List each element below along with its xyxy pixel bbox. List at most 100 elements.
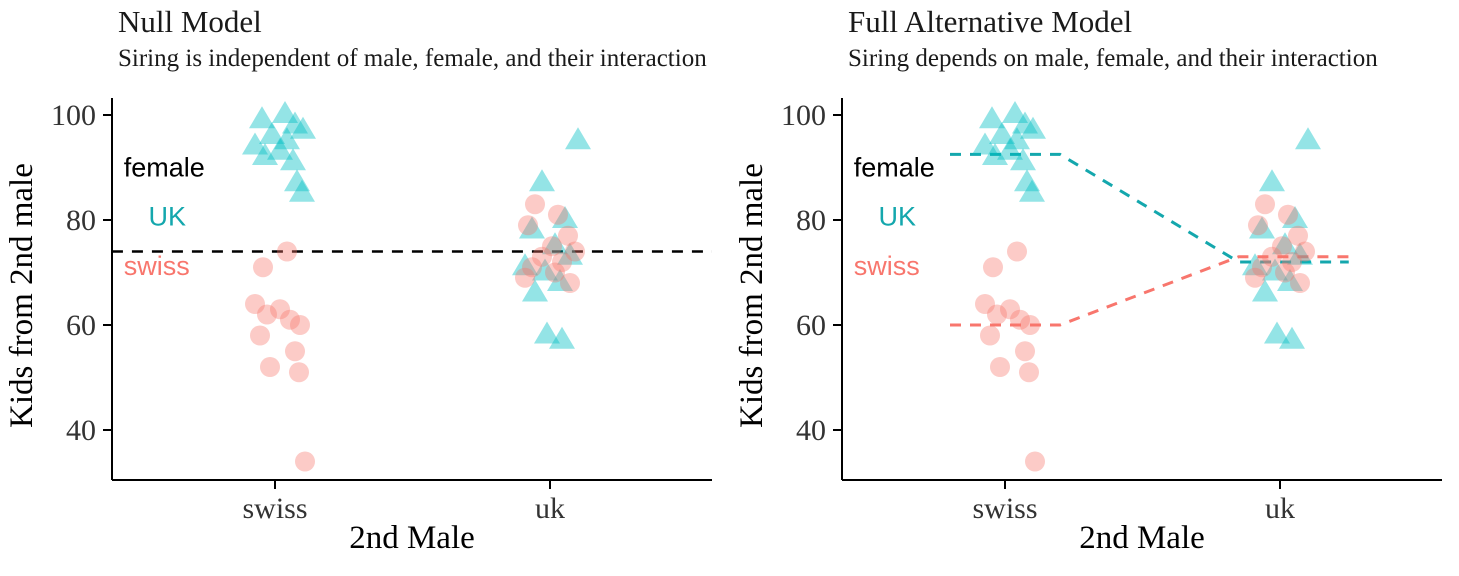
point-uk-female-uk [519, 216, 545, 239]
point-uk-female-swiss [252, 143, 278, 165]
point-uk-female-swiss [972, 132, 998, 155]
point-swiss-female-swiss [250, 325, 270, 346]
point-swiss-female-uk [525, 194, 545, 215]
point-swiss-female-uk [522, 257, 542, 278]
y-tick-label: 60 [796, 309, 826, 342]
point-uk-female-swiss [290, 116, 316, 139]
point-swiss-female-swiss [975, 294, 995, 314]
point-uk-female-uk [1279, 326, 1305, 349]
point-swiss-female-swiss [1020, 315, 1040, 335]
group-label-female: female [854, 152, 935, 182]
point-swiss-female-swiss [257, 304, 277, 325]
point-uk-female-uk [547, 269, 573, 291]
point-uk-female-swiss [989, 122, 1015, 144]
point-uk-female-swiss [259, 122, 285, 144]
group-label-swiss: swiss [124, 251, 190, 281]
point-uk-female-uk [565, 127, 591, 150]
point-swiss-female-uk [1275, 262, 1295, 283]
y-tick-label: 100 [781, 99, 826, 132]
point-swiss-female-uk [542, 236, 562, 257]
point-uk-female-swiss [1004, 127, 1030, 150]
point-swiss-female-uk [1278, 204, 1298, 225]
full-alternative-model-plot: 40 60 80 100 swiss uk female UK swiss [781, 98, 1442, 525]
point-uk-female-swiss [282, 111, 308, 134]
point-swiss-female-uk [1252, 257, 1272, 278]
group-label-UK: UK [879, 201, 917, 231]
point-swiss-female-uk [1262, 246, 1282, 267]
point-swiss-female-uk [518, 215, 538, 236]
point-uk-female-swiss [1014, 169, 1040, 192]
point-swiss-female-swiss [277, 241, 297, 262]
point-swiss-female-swiss [990, 357, 1010, 377]
y-tick-label: 40 [796, 414, 826, 447]
point-uk-female-uk [557, 242, 583, 265]
point-uk-female-uk [512, 253, 538, 276]
point-uk-female-uk [1259, 169, 1285, 192]
point-swiss-female-uk [515, 267, 535, 288]
point-uk-female-swiss [242, 132, 268, 155]
point-uk-female-swiss [272, 101, 298, 123]
null-model-plot: 40 60 80 100 swiss uk female UK swiss [51, 98, 712, 525]
point-swiss-female-uk [1288, 225, 1308, 246]
point-swiss-female-swiss [1000, 299, 1020, 320]
point-swiss-female-swiss [1010, 309, 1030, 330]
point-uk-female-swiss [267, 137, 293, 160]
point-uk-female-swiss [1020, 116, 1046, 139]
point-swiss-female-uk [1282, 252, 1302, 272]
point-uk-female-swiss [1002, 101, 1028, 123]
point-uk-female-uk [1249, 216, 1275, 239]
point-swiss-female-uk [565, 241, 585, 262]
x-tick-label-swiss: swiss [972, 492, 1037, 525]
y-tick-label: 80 [66, 204, 96, 237]
point-uk-female-swiss [280, 148, 306, 171]
point-swiss-female-swiss [260, 357, 280, 377]
point-swiss-female-uk [548, 204, 568, 225]
point-swiss-female-swiss [983, 257, 1003, 278]
point-uk-female-swiss [284, 169, 310, 192]
point-swiss-female-uk [1248, 215, 1268, 236]
point-swiss-female-swiss [245, 294, 265, 314]
group-label-female: female [124, 152, 205, 182]
panel-null-model: Null Model Siring is independent of male… [4, 4, 712, 556]
point-swiss-female-uk [552, 252, 572, 272]
x-tick-label-uk: uk [1265, 492, 1295, 525]
point-uk-female-swiss [1012, 111, 1038, 134]
point-uk-female-uk [522, 279, 548, 302]
x-tick-label-swiss: swiss [242, 492, 307, 525]
point-swiss-female-uk [1295, 241, 1315, 262]
point-uk-female-uk [534, 321, 560, 344]
point-swiss-female-swiss [1019, 362, 1039, 383]
point-swiss-female-swiss [295, 451, 315, 472]
point-swiss-female-swiss [290, 315, 310, 335]
point-uk-female-uk [1295, 127, 1321, 150]
point-uk-female-uk [549, 326, 575, 349]
point-swiss-female-uk [532, 246, 552, 267]
point-uk-female-uk [1264, 321, 1290, 344]
point-swiss-female-uk [1290, 273, 1310, 293]
point-uk-female-uk [1277, 269, 1303, 291]
point-uk-female-swiss [1010, 148, 1036, 171]
point-swiss-female-swiss [1025, 451, 1045, 472]
point-uk-female-swiss [274, 127, 300, 150]
point-uk-female-uk [1242, 253, 1268, 276]
panel-subtitle-null: Siring is independent of male, female, a… [118, 45, 707, 72]
x-axis-title-null: 2nd Male [349, 520, 475, 556]
point-uk-female-uk [529, 169, 555, 192]
y-tick-label: 60 [66, 309, 96, 342]
point-swiss-female-uk [545, 262, 565, 283]
point-swiss-female-swiss [987, 304, 1007, 325]
y-tick-label: 80 [796, 204, 826, 237]
x-axis-title-full: 2nd Male [1079, 520, 1205, 556]
point-uk-female-swiss [1019, 179, 1045, 202]
point-swiss-female-uk [560, 273, 580, 293]
point-swiss-female-swiss [285, 341, 305, 362]
point-uk-female-uk [1262, 258, 1288, 281]
group-label-swiss: swiss [854, 251, 920, 281]
point-uk-female-uk [1252, 279, 1278, 302]
point-swiss-female-uk [1255, 194, 1275, 215]
point-swiss-female-swiss [1007, 241, 1027, 262]
point-swiss-female-swiss [1015, 341, 1035, 362]
point-uk-female-uk [1287, 242, 1313, 265]
point-swiss-female-swiss [270, 299, 290, 320]
